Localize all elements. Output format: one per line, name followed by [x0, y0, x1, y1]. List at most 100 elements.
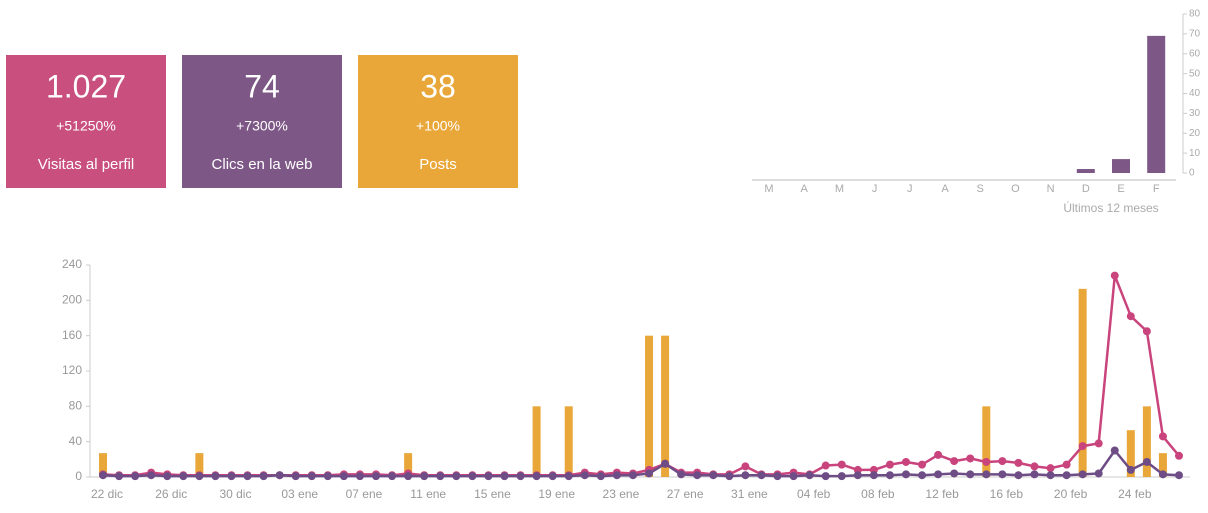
point	[1158, 432, 1167, 441]
point	[227, 472, 236, 481]
point	[580, 471, 589, 480]
x-axis-label: Últimos 12 meses	[1063, 200, 1158, 215]
point	[901, 457, 910, 466]
bar	[564, 406, 573, 477]
bar	[404, 453, 413, 477]
point	[420, 472, 429, 481]
point	[837, 460, 846, 469]
stat-change: +7300%	[236, 118, 288, 134]
x-tick-label: 04 feb	[797, 487, 831, 501]
stat-value: 1.027	[46, 68, 126, 104]
stat-card	[182, 55, 342, 188]
point	[323, 472, 332, 481]
point	[901, 470, 910, 479]
point	[934, 450, 943, 459]
x-tick-label: 03 ene	[281, 487, 318, 501]
point	[998, 470, 1007, 479]
point	[885, 460, 894, 469]
x-tick-label: 30 dic	[219, 487, 251, 501]
stat-label: Visitas al perfil	[38, 156, 134, 173]
stat-card	[6, 55, 166, 188]
point	[773, 472, 782, 481]
point	[1142, 327, 1151, 336]
x-tick-label: J	[907, 183, 913, 195]
bar	[982, 406, 991, 477]
y-tick-label: 160	[62, 328, 82, 342]
x-tick-label: A	[801, 183, 809, 195]
y-tick-label: 80	[1189, 9, 1201, 20]
x-tick-label: 12 feb	[925, 487, 959, 501]
y-tick-label: 120	[62, 363, 82, 377]
bar	[1076, 169, 1095, 173]
point	[1046, 464, 1055, 473]
point	[821, 472, 830, 481]
point	[1014, 458, 1023, 467]
x-tick-label: O	[1011, 183, 1020, 195]
x-tick-label: M	[835, 183, 844, 195]
point	[693, 471, 702, 480]
y-tick-label: 10	[1189, 148, 1201, 159]
x-tick-label: 31 ene	[731, 487, 768, 501]
point	[1078, 470, 1087, 479]
x-tick-label: 15 ene	[474, 487, 511, 501]
point	[934, 470, 943, 479]
point	[1158, 470, 1167, 479]
y-tick-label: 40	[69, 434, 83, 448]
point	[115, 472, 124, 481]
point	[275, 471, 284, 480]
point	[131, 472, 140, 481]
point	[725, 472, 734, 481]
stat-label: Posts	[419, 156, 457, 173]
stat-value: 74	[244, 68, 280, 104]
x-tick-label: F	[1153, 183, 1160, 195]
point	[1175, 451, 1183, 460]
point	[805, 471, 814, 480]
point	[982, 457, 991, 466]
point	[1142, 457, 1151, 466]
bar	[1142, 406, 1151, 477]
point	[436, 472, 445, 481]
y-tick-label: 0	[75, 469, 82, 483]
point	[1110, 271, 1119, 280]
point	[757, 471, 766, 480]
x-tick-label: D	[1082, 183, 1090, 195]
bar	[1112, 159, 1130, 173]
point	[548, 472, 557, 481]
point	[966, 470, 975, 479]
x-tick-label: 07 ene	[346, 487, 383, 501]
bar	[1126, 430, 1135, 477]
point	[982, 470, 991, 479]
point	[645, 469, 654, 478]
point	[532, 472, 541, 481]
stat-card	[358, 55, 518, 188]
x-tick-label: 19 ene	[538, 487, 575, 501]
point	[1030, 470, 1039, 479]
point	[677, 470, 686, 479]
point	[179, 472, 188, 481]
x-tick-label: 23 ene	[603, 487, 640, 501]
y-tick-label: 50	[1189, 68, 1201, 79]
x-tick-label: A	[941, 183, 949, 195]
stat-change: +100%	[416, 118, 460, 134]
bar	[99, 453, 107, 477]
point	[1062, 460, 1071, 469]
point	[1110, 446, 1119, 455]
point	[869, 471, 878, 480]
y-tick-label: 40	[1189, 88, 1201, 99]
point	[1126, 312, 1135, 321]
point	[709, 471, 718, 480]
point	[99, 471, 107, 480]
bar	[645, 335, 654, 477]
point	[628, 471, 637, 480]
point	[853, 471, 862, 480]
point	[661, 459, 670, 468]
point	[291, 472, 300, 481]
point	[612, 471, 621, 480]
bar	[195, 453, 204, 477]
point	[837, 472, 846, 481]
bar	[1147, 35, 1166, 173]
point	[821, 461, 830, 470]
x-tick-label: 20 feb	[1054, 487, 1088, 501]
